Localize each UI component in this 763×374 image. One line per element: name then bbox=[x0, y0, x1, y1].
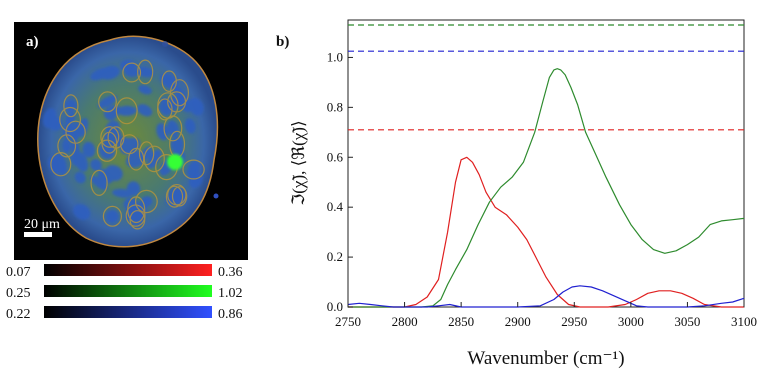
x-axis-label: Wavenumber (cm⁻¹) bbox=[467, 348, 624, 369]
colorbar-blue-max: 0.86 bbox=[218, 307, 243, 322]
microscopy-image: a) 20 μm bbox=[14, 22, 248, 260]
plot-frame bbox=[347, 19, 745, 308]
y-tick-label: 0.4 bbox=[327, 199, 344, 214]
x-tick-label: 2850 bbox=[448, 314, 474, 329]
x-tick-label: 3050 bbox=[674, 314, 700, 329]
colorbar-red-min: 0.07 bbox=[6, 265, 31, 280]
colorbar-green-min: 0.25 bbox=[6, 286, 31, 301]
colorbar-green: 0.25 1.02 bbox=[6, 285, 243, 301]
y-tick-label: 0.6 bbox=[327, 149, 344, 164]
spectra-chart: 2750 2800 2850 2900 2950 3000 3050 3100 0.0 0.2 0… bbox=[289, 19, 757, 369]
y-tick-label: 0.0 bbox=[327, 299, 343, 314]
x-tick-label: 2750 bbox=[335, 314, 361, 329]
y-tick-label: 0.8 bbox=[327, 99, 343, 114]
colorbar-red-max: 0.36 bbox=[218, 265, 243, 280]
x-tick-label: 3100 bbox=[731, 314, 757, 329]
colorbars: 0.07 0.36 0.25 1.02 0.22 0.86 bbox=[6, 264, 243, 322]
scale-bar-label: 20 μm bbox=[24, 217, 60, 232]
bright-green-spot bbox=[167, 154, 183, 170]
x-tick-label: 2900 bbox=[505, 314, 531, 329]
y-tick-label: 1.0 bbox=[327, 49, 343, 64]
y-axis-label: ℑ(χ̃), ⟨ℜ(χ̃)⟩ bbox=[289, 120, 308, 205]
panel-b-label: b) bbox=[276, 34, 289, 50]
series-line-1 bbox=[348, 68, 745, 308]
series-line-0 bbox=[348, 156, 744, 308]
series-line-2 bbox=[347, 285, 745, 308]
y-tick-label: 0.2 bbox=[327, 249, 343, 264]
colorbar-blue-min: 0.22 bbox=[6, 307, 31, 322]
x-tick-label: 3000 bbox=[618, 314, 644, 329]
colorbar-blue: 0.22 0.86 bbox=[6, 306, 243, 322]
panel-a-label: a) bbox=[26, 34, 39, 50]
x-tick-label: 2800 bbox=[392, 314, 418, 329]
scale-bar bbox=[24, 232, 52, 237]
colorbar-red: 0.07 0.36 bbox=[6, 264, 243, 280]
x-tick-label: 2950 bbox=[561, 314, 587, 329]
colorbar-green-max: 1.02 bbox=[218, 286, 243, 301]
cell-cluster bbox=[37, 35, 219, 248]
